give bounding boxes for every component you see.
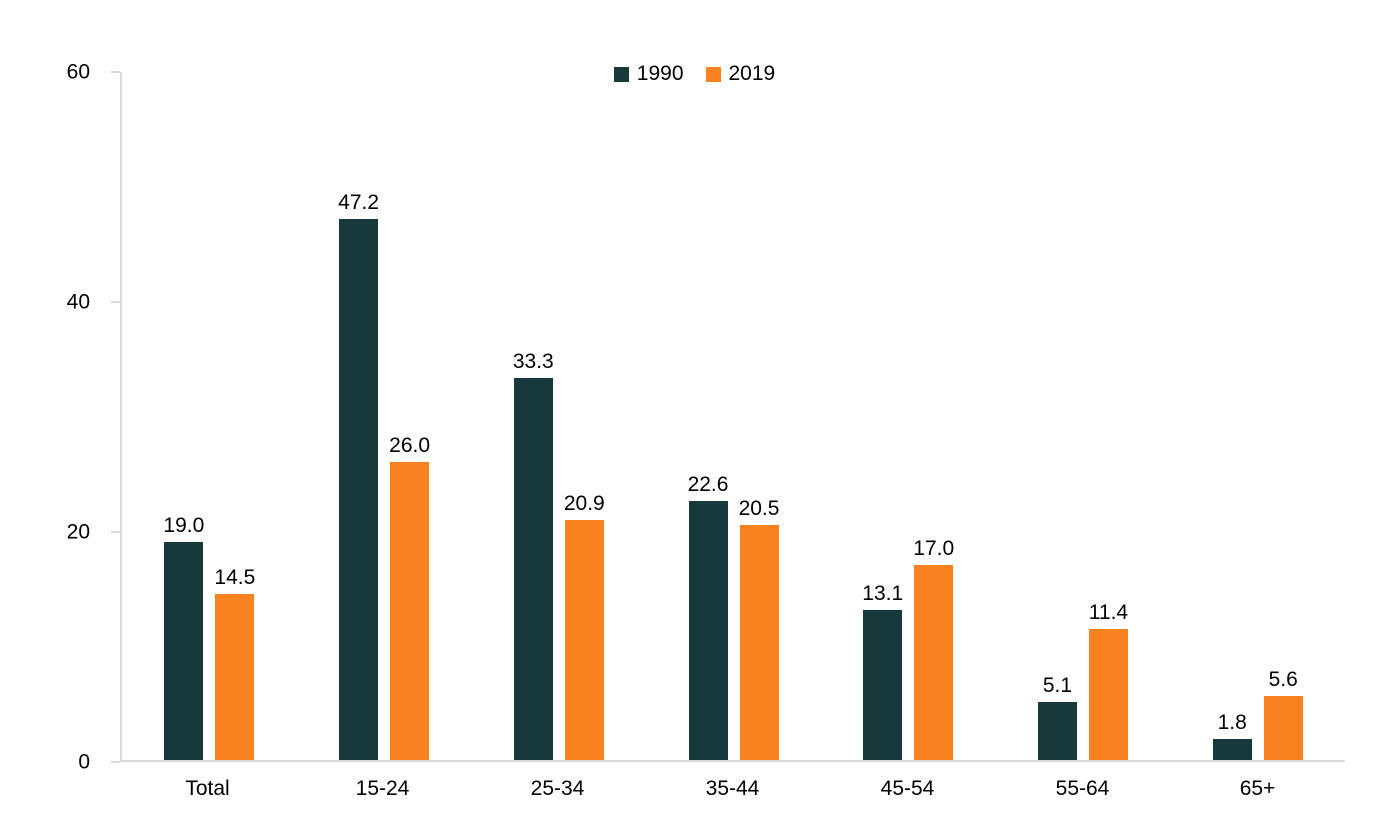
x-axis-label-55-64: 55-64 (1055, 777, 1110, 800)
bar-1990-25-34: 33.3 (512, 72, 554, 760)
bar-value-label: 19.0 (163, 514, 205, 538)
bar-value-label: 13.1 (862, 581, 904, 605)
y-tick-label-60: 60 (66, 60, 90, 84)
x-axis-label-45-54: 45-54 (880, 777, 935, 800)
bar-segment (1088, 629, 1128, 760)
legend-label-1990: 1990 (636, 62, 684, 85)
y-tick-label-0: 0 (78, 750, 90, 774)
y-tick-mark-60 (111, 71, 120, 73)
legend-item-1990: 1990 (613, 62, 684, 86)
bar-segment (390, 461, 430, 760)
bar-segment (564, 520, 604, 760)
bar-1990-35-44: 22.6 (687, 72, 729, 760)
bar-2019-45-54: 17.0 (913, 72, 955, 760)
bar-2019-Total: 14.5 (214, 72, 256, 760)
bar-1990-Total: 19.0 (163, 72, 205, 760)
bar-2019-15-24: 26.0 (389, 72, 431, 760)
y-tick-label-20: 20 (66, 520, 90, 544)
chart-legend: 1990 2019 (0, 62, 1389, 86)
x-axis-label-Total: Total (185, 777, 230, 800)
bar-1990-55-64: 5.1 (1037, 72, 1077, 760)
x-axis-label-65+: 65+ (1239, 777, 1276, 800)
bar-group-45-54: 13.1 17.0 (821, 72, 996, 760)
bar-group-65+: 1.8 5.6 (1170, 72, 1345, 760)
bar-segment (739, 524, 779, 760)
bar-value-label: 5.6 (1268, 667, 1298, 691)
bar-group-15-24: 47.2 26.0 (297, 72, 472, 760)
y-tick-label-40: 40 (66, 290, 90, 314)
bar-value-label: 33.3 (512, 350, 554, 374)
legend-swatch-2019 (705, 66, 721, 82)
bar-group-25-34: 33.3 20.9 (471, 72, 646, 760)
bar-segment (164, 542, 204, 760)
bar-value-label: 20.5 (738, 496, 780, 520)
bar-segment (215, 593, 255, 760)
bar-value-label: 22.6 (687, 472, 729, 496)
bar-segment (339, 218, 379, 760)
bar-groups: 19.0 14.5 47.2 26.0 33.3 20.9 22.6 20.5 13.1 17.0… (122, 72, 1345, 760)
bar-1990-15-24: 47.2 (338, 72, 380, 760)
bar-2019-55-64: 11.4 (1089, 72, 1128, 760)
legend-swatch-1990 (613, 66, 629, 82)
bar-segment (688, 500, 728, 760)
bar-2019-25-34: 20.9 (563, 72, 605, 760)
bar-1990-45-54: 13.1 (862, 72, 904, 760)
y-tick-mark-0 (111, 761, 120, 763)
bar-segment (863, 609, 903, 760)
bar-2019-65+: 5.6 (1263, 72, 1303, 760)
bar-1990-65+: 1.8 (1212, 72, 1252, 760)
legend-label-2019: 2019 (728, 62, 776, 85)
bar-value-label: 11.4 (1088, 601, 1129, 625)
x-axis-label-35-44: 35-44 (705, 777, 760, 800)
bar-value-label: 26.0 (389, 433, 431, 457)
bar-segment (1037, 701, 1077, 760)
y-axis: 0 20 40 60 (0, 62, 120, 773)
bar-segment (1263, 695, 1303, 760)
plot-area: 19.0 14.5 47.2 26.0 33.3 20.9 22.6 20.5 13.1 17.0… (120, 72, 1345, 762)
y-tick-mark-20 (111, 531, 120, 533)
bar-segment (1212, 739, 1252, 760)
bar-group-35-44: 22.6 20.5 (646, 72, 821, 760)
y-tick-mark-40 (111, 301, 120, 303)
bar-value-label: 5.1 (1042, 673, 1073, 697)
bar-value-label: 17.0 (913, 537, 955, 561)
x-axis-label-25-34: 25-34 (530, 777, 585, 800)
bar-value-label: 20.9 (563, 492, 605, 516)
bar-value-label: 14.5 (214, 565, 256, 589)
bar-2019-35-44: 20.5 (738, 72, 780, 760)
x-axis-label-15-24: 15-24 (355, 777, 410, 800)
bar-value-label: 47.2 (338, 190, 380, 214)
bar-segment (914, 565, 954, 760)
bar-value-label: 1.8 (1217, 711, 1247, 735)
bar-group-Total: 19.0 14.5 (122, 72, 297, 760)
x-axis-labels: Total 15-24 25-34 35-44 45-54 55-64 65+ (120, 776, 1345, 801)
bar-segment (513, 378, 553, 760)
legend-item-2019: 2019 (705, 62, 776, 86)
bar-group-55-64: 5.1 11.4 (996, 72, 1171, 760)
